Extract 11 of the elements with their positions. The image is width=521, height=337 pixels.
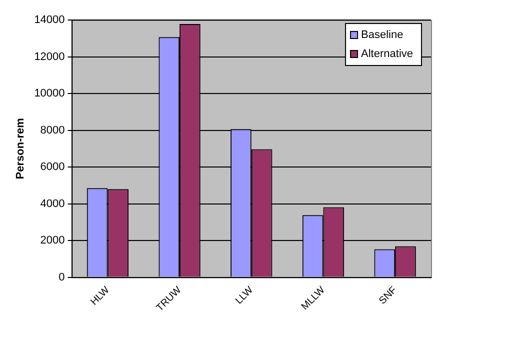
legend-label: Baseline [361, 29, 404, 42]
y-tick-label: 2000 [40, 234, 65, 247]
y-axis-title: Person-rem [14, 118, 27, 180]
y-tick-label: 4000 [40, 198, 65, 210]
y-tick-label: 10000 [34, 88, 65, 100]
y-tick-label: 14000 [34, 14, 65, 26]
y-tick-label: 0 [58, 271, 65, 284]
y-tick-label: 6000 [40, 161, 65, 174]
y-tick-label: 8000 [40, 124, 65, 136]
legend-label: Alternative [361, 48, 414, 60]
y-tick-label: 12000 [34, 50, 65, 63]
